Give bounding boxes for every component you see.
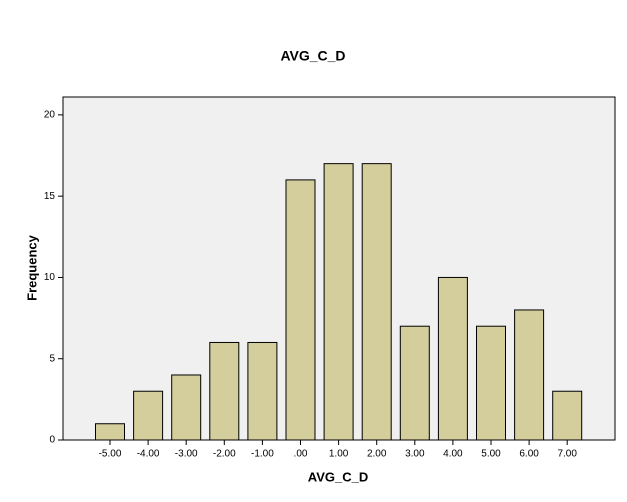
y-axis-label: Frequency [24, 234, 39, 301]
bar [171, 374, 202, 441]
bar [95, 423, 125, 441]
x-tick-label: 4.00 [443, 449, 463, 460]
bar [514, 309, 545, 441]
x-tick-label: -2.00 [213, 449, 236, 460]
x-tick-label: 1.00 [329, 449, 349, 460]
bar [285, 179, 316, 441]
bar [361, 163, 392, 441]
x-tick-label: .00 [294, 449, 308, 460]
x-tick-label: 2.00 [367, 449, 387, 460]
x-tick-label: -3.00 [175, 449, 198, 460]
bar [437, 276, 468, 441]
chart-title: AVG_C_D [280, 48, 345, 64]
bar [476, 325, 506, 441]
bar [209, 341, 240, 441]
bar [399, 325, 430, 441]
y-tick-label: 20 [44, 110, 56, 121]
x-tick-label: 5.00 [481, 449, 501, 460]
y-tick-label: 15 [44, 191, 56, 202]
x-tick-label: 6.00 [519, 449, 539, 460]
x-tick-label: -5.00 [99, 449, 122, 460]
y-tick-label: 5 [49, 353, 55, 364]
bar [133, 390, 164, 441]
y-tick-label: 10 [44, 272, 56, 283]
x-tick-label: 3.00 [405, 449, 425, 460]
bar [552, 390, 583, 441]
bar [323, 163, 354, 441]
y-tick-label: 0 [49, 435, 55, 446]
x-tick-label: 7.00 [557, 449, 577, 460]
bar [247, 341, 278, 441]
x-axis-label: AVG_C_D [308, 469, 368, 484]
x-tick-label: -4.00 [137, 449, 160, 460]
x-tick-label: -1.00 [251, 449, 274, 460]
